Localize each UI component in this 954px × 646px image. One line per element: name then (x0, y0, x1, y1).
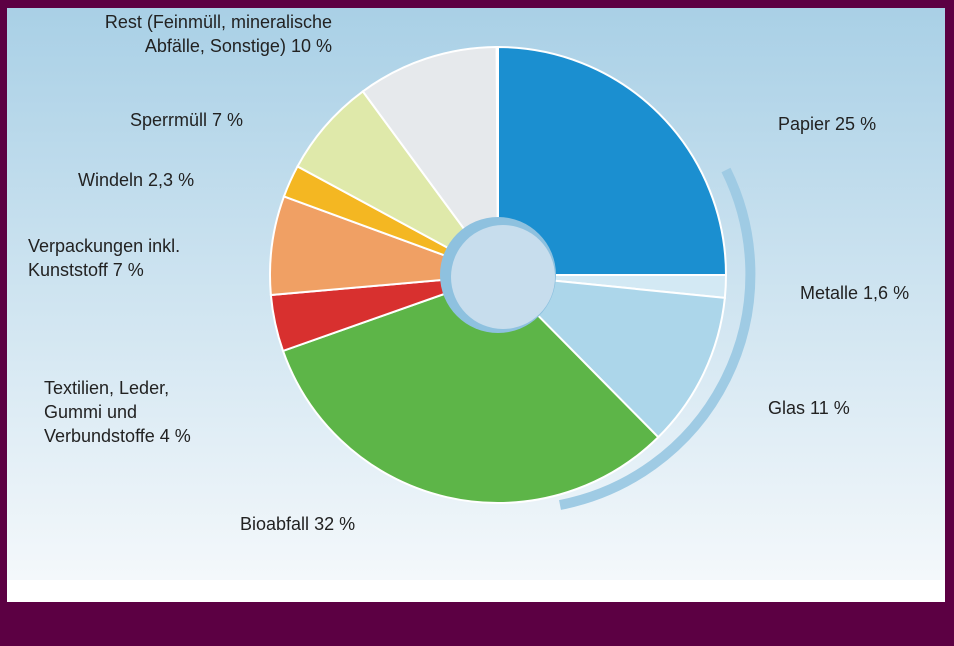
category-label: Textilien, Leder, (44, 378, 169, 398)
category-name: Glas (768, 398, 805, 418)
pie-shadow (559, 167, 756, 510)
category-label: Metalle 1,6 % (800, 283, 909, 303)
value-label: 4 % (160, 426, 191, 446)
category-label: Abfälle, Sonstige) 10 % (145, 36, 332, 56)
category-name: Textilien, Leder, (44, 378, 169, 398)
pie-slice (281, 273, 660, 504)
category-name: Kunststoff (28, 260, 109, 280)
category-label: Kunststoff 7 % (28, 260, 144, 280)
category-label: Verbundstoffe 4 % (44, 426, 191, 446)
category-label: Glas 11 % (768, 398, 850, 418)
value-label: 7 % (212, 110, 243, 130)
slices (269, 45, 728, 504)
category-name: Bioabfall (240, 514, 309, 534)
hole (451, 225, 555, 329)
labels: Papier 25 % Metalle 1,6 % Glas 11 % Bioabfa… (28, 12, 909, 534)
category-name: Metalle (800, 283, 858, 303)
category-label: Sperrmüll 7 % (130, 110, 243, 130)
category-label: Windeln 2,3 % (78, 170, 194, 190)
category-name: Windeln (78, 170, 143, 190)
pie-slice (497, 45, 728, 276)
category-name: Verpackungen inkl. (28, 236, 180, 256)
value-label: 7 % (113, 260, 144, 280)
category-label: Papier 25 % (778, 114, 876, 134)
category-label: Rest (Feinmüll, mineralische (105, 12, 332, 32)
category-name: Sperrmüll (130, 110, 207, 130)
value-label: 25 % (835, 114, 876, 134)
category-label: Verpackungen inkl. (28, 236, 180, 256)
value-label: 32 % (314, 514, 355, 534)
category-name: Papier (778, 114, 830, 134)
category-label: Gummi und (44, 402, 137, 422)
pie-slice (495, 273, 726, 439)
category-name: Verbundstoffe (44, 426, 155, 446)
value-label: 2,3 % (148, 170, 194, 190)
category-name: Rest (Feinmüll, mineralische (105, 12, 332, 32)
value-label: 11 % (810, 398, 850, 418)
white-strip (7, 580, 945, 602)
value-label: 10 % (291, 36, 332, 56)
category-name: Gummi und (44, 402, 137, 422)
pie-slice (361, 45, 500, 279)
category-name: Abfälle, Sonstige) (145, 36, 286, 56)
value-label: 1,6 % (863, 283, 909, 303)
category-label: Bioabfall 32 % (240, 514, 355, 534)
